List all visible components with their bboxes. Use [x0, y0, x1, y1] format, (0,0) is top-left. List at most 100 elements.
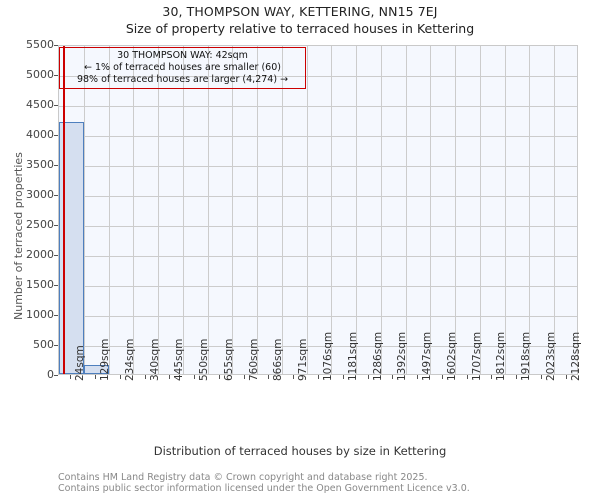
- y-axis-tickmark: [54, 45, 58, 46]
- y-axis-tick-label: 2000: [26, 248, 54, 261]
- y-axis-tick-label: 1000: [26, 308, 54, 321]
- x-axis-tick-label: 655sqm: [222, 338, 235, 381]
- gridline-vertical: [257, 46, 259, 374]
- gridline-vertical: [331, 46, 333, 374]
- annotation-line-3: 98% of terraced houses are larger (4,274…: [76, 73, 289, 85]
- y-axis-tickmark: [54, 195, 58, 196]
- y-axis-tick-label: 4500: [26, 98, 54, 111]
- x-axis-tickmark: [466, 375, 468, 379]
- histogram-bar: [59, 122, 84, 374]
- gridline-vertical: [405, 46, 407, 374]
- x-axis-tick-label: 550sqm: [198, 338, 211, 381]
- y-axis-tick-label: 5000: [26, 68, 54, 81]
- gridline-horizontal: [59, 316, 577, 317]
- gridline-vertical: [158, 46, 160, 374]
- x-axis-tick-label: 1812sqm: [495, 331, 508, 381]
- y-axis-tickmark: [54, 75, 58, 76]
- gridline-horizontal: [59, 166, 577, 167]
- x-axis-tickmark: [169, 375, 171, 379]
- y-axis-tick-label: 1500: [26, 278, 54, 291]
- x-axis-tickmark: [516, 375, 518, 379]
- x-axis-tick-label: 1707sqm: [470, 331, 483, 381]
- chart-subtitle: Size of property relative to terraced ho…: [125, 21, 475, 36]
- gridline-vertical: [504, 46, 506, 374]
- x-axis-tickmark: [367, 375, 369, 379]
- y-axis-tick-label: 500: [33, 338, 54, 351]
- y-axis-ticks: 0 500 1000 1500 2000 2500 3000 3500 4000 4500 5000…: [0, 0, 58, 500]
- y-axis-tick-label: 0: [47, 368, 54, 381]
- gridline-horizontal: [59, 256, 577, 257]
- footer-line-1: Contains HM Land Registry data © Crown c…: [58, 472, 428, 483]
- gridline-vertical: [554, 46, 556, 374]
- gridline-horizontal: [59, 136, 577, 137]
- x-axis-tickmark: [565, 375, 567, 379]
- x-axis-tick-label: 340sqm: [148, 338, 161, 381]
- y-axis-tickmark: [54, 135, 58, 136]
- x-axis-tickmark: [540, 375, 542, 379]
- gridline-horizontal: [59, 226, 577, 227]
- gridline-horizontal: [59, 76, 577, 77]
- x-axis-tick-label: 1602sqm: [445, 331, 458, 381]
- footer-line-2: Contains public sector information licen…: [58, 483, 470, 494]
- gridline-vertical: [232, 46, 234, 374]
- x-axis-tickmark: [318, 375, 319, 379]
- y-axis-tick-label: 5500: [26, 38, 54, 51]
- histogram-bar: [83, 365, 109, 374]
- y-axis-tick-label: 3000: [26, 188, 54, 201]
- x-axis-tickmark: [491, 375, 493, 379]
- annotation-line-1: 30 THOMPSON WAY: 42sqm: [117, 50, 248, 61]
- x-axis-tick-label: 760sqm: [247, 338, 260, 381]
- x-axis-tickmark: [70, 375, 72, 379]
- x-axis-tickmark: [95, 375, 97, 379]
- y-axis-tickmark: [54, 285, 58, 286]
- x-axis-tickmark: [417, 375, 419, 379]
- y-axis-tickmark: [54, 255, 58, 256]
- x-axis-tick-label: 971sqm: [297, 338, 310, 381]
- x-axis-tickmark: [441, 375, 443, 379]
- x-axis-tick-label: 24sqm: [74, 345, 87, 381]
- gridline-horizontal: [59, 346, 577, 347]
- x-axis-tickmark: [119, 375, 121, 379]
- y-axis-tickmark: [54, 375, 58, 376]
- y-axis-tickmark: [54, 345, 58, 346]
- x-axis-tick-label: 234sqm: [123, 338, 136, 381]
- x-axis-title: Distribution of terraced houses by size …: [153, 444, 447, 458]
- y-axis-tickmark: [54, 315, 58, 316]
- x-axis-tickmark: [243, 375, 245, 379]
- gridline-vertical: [83, 46, 85, 374]
- gridline-vertical: [430, 46, 432, 374]
- x-axis-tick-label: 1497sqm: [421, 331, 434, 381]
- footer-attribution: Contains HM Land Registry data © Crown c…: [58, 472, 470, 494]
- y-axis-tick-label: 2500: [26, 218, 54, 231]
- x-axis-tick-label: 2128sqm: [569, 331, 582, 381]
- x-axis-tick-label: 1392sqm: [396, 331, 409, 381]
- x-axis-tick-label: 129sqm: [99, 338, 112, 381]
- x-axis-tick-label: 866sqm: [272, 338, 285, 381]
- x-axis-tickmark: [218, 375, 220, 379]
- y-axis-tickmark: [54, 165, 58, 166]
- x-axis-tickmark: [342, 375, 344, 379]
- x-axis-tickmark: [268, 375, 270, 379]
- x-axis-tickmark: [293, 375, 295, 379]
- x-axis-tick-label: 1181sqm: [346, 331, 359, 381]
- gridline-horizontal: [59, 106, 577, 107]
- x-axis-tick-label: 2023sqm: [544, 331, 557, 381]
- chart-title: 30, THOMPSON WAY, KETTERING, NN15 7EJ: [162, 4, 438, 19]
- gridline-vertical: [356, 46, 358, 374]
- x-axis-tick-label: 1918sqm: [520, 331, 533, 381]
- gridline-vertical: [207, 46, 209, 374]
- property-annotation-box: 30 THOMPSON WAY: 42sqm ← 1% of terraced …: [59, 47, 306, 90]
- x-axis-tickmark: [194, 375, 196, 379]
- gridline-vertical: [380, 46, 382, 374]
- gridline-vertical: [108, 46, 110, 374]
- gridline-vertical: [479, 46, 481, 374]
- annotation-line-2: ← 1% of terraced houses are smaller (60): [84, 61, 281, 73]
- gridline-vertical: [133, 46, 135, 374]
- y-axis-tick-label: 3500: [26, 158, 54, 171]
- gridline-horizontal: [59, 286, 577, 287]
- x-axis-tick-label: 1286sqm: [371, 331, 384, 381]
- gridline-vertical: [182, 46, 184, 374]
- property-marker-line: [63, 46, 66, 374]
- y-axis-tickmark: [54, 105, 58, 106]
